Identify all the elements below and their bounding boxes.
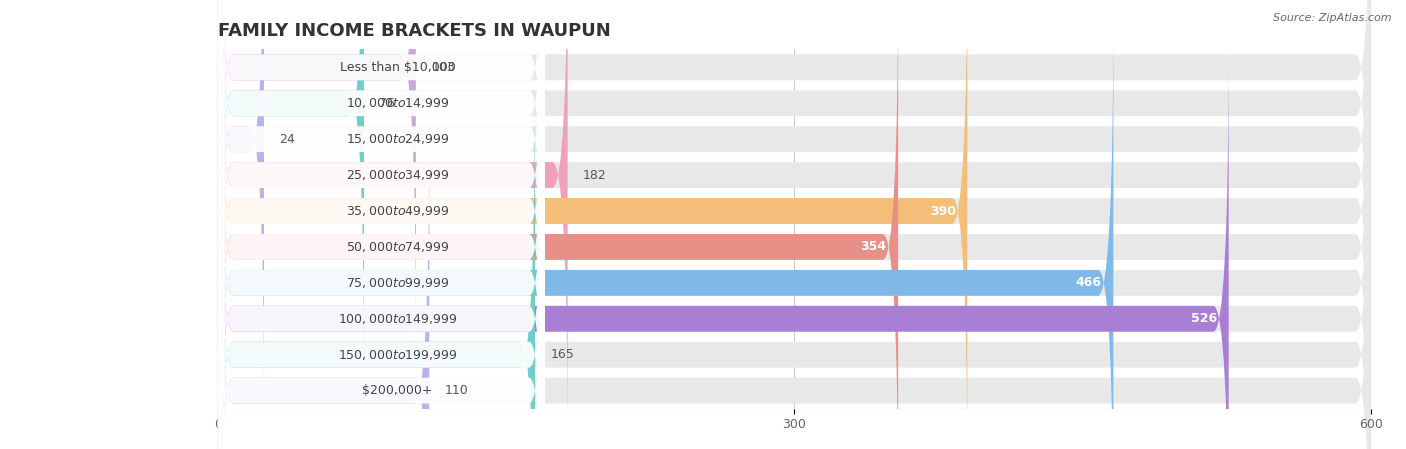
FancyBboxPatch shape <box>218 116 1371 449</box>
Text: 165: 165 <box>550 348 574 361</box>
FancyBboxPatch shape <box>218 80 544 449</box>
FancyBboxPatch shape <box>218 0 264 414</box>
Text: $150,000 to $199,999: $150,000 to $199,999 <box>337 348 457 362</box>
Text: 526: 526 <box>1191 313 1218 325</box>
FancyBboxPatch shape <box>218 9 1114 449</box>
FancyBboxPatch shape <box>218 0 544 342</box>
FancyBboxPatch shape <box>218 44 544 449</box>
FancyBboxPatch shape <box>218 80 1371 449</box>
Text: 466: 466 <box>1076 277 1102 289</box>
FancyBboxPatch shape <box>218 0 1371 449</box>
Text: $15,000 to $24,999: $15,000 to $24,999 <box>346 132 450 146</box>
FancyBboxPatch shape <box>218 9 1371 449</box>
FancyBboxPatch shape <box>218 0 1371 449</box>
FancyBboxPatch shape <box>218 0 1371 414</box>
FancyBboxPatch shape <box>218 0 544 449</box>
Text: 354: 354 <box>860 241 887 253</box>
FancyBboxPatch shape <box>218 44 1371 449</box>
FancyBboxPatch shape <box>218 0 568 449</box>
FancyBboxPatch shape <box>218 0 544 414</box>
Text: FAMILY INCOME BRACKETS IN WAUPUN: FAMILY INCOME BRACKETS IN WAUPUN <box>218 22 610 40</box>
Text: 103: 103 <box>432 61 456 74</box>
FancyBboxPatch shape <box>218 116 429 449</box>
FancyBboxPatch shape <box>218 9 544 449</box>
Text: $100,000 to $149,999: $100,000 to $149,999 <box>337 312 457 326</box>
Text: 182: 182 <box>583 169 607 181</box>
Text: 24: 24 <box>280 133 295 145</box>
Text: $10,000 to $14,999: $10,000 to $14,999 <box>346 96 450 110</box>
FancyBboxPatch shape <box>218 0 1371 342</box>
Text: $75,000 to $99,999: $75,000 to $99,999 <box>346 276 450 290</box>
FancyBboxPatch shape <box>218 116 544 449</box>
FancyBboxPatch shape <box>218 0 544 378</box>
FancyBboxPatch shape <box>218 0 544 449</box>
FancyBboxPatch shape <box>218 0 544 449</box>
FancyBboxPatch shape <box>218 0 416 342</box>
FancyBboxPatch shape <box>218 0 1371 378</box>
FancyBboxPatch shape <box>218 80 534 449</box>
FancyBboxPatch shape <box>218 0 364 378</box>
Text: 76: 76 <box>380 97 395 110</box>
Text: Less than $10,000: Less than $10,000 <box>340 61 456 74</box>
Text: $200,000+: $200,000+ <box>363 384 433 397</box>
FancyBboxPatch shape <box>218 44 1229 449</box>
FancyBboxPatch shape <box>218 0 967 449</box>
FancyBboxPatch shape <box>218 0 898 449</box>
Text: 390: 390 <box>929 205 956 217</box>
FancyBboxPatch shape <box>218 0 1371 449</box>
Text: $35,000 to $49,999: $35,000 to $49,999 <box>346 204 450 218</box>
Text: $25,000 to $34,999: $25,000 to $34,999 <box>346 168 450 182</box>
Text: 110: 110 <box>444 384 468 397</box>
Text: Source: ZipAtlas.com: Source: ZipAtlas.com <box>1274 13 1392 23</box>
Text: $50,000 to $74,999: $50,000 to $74,999 <box>346 240 450 254</box>
